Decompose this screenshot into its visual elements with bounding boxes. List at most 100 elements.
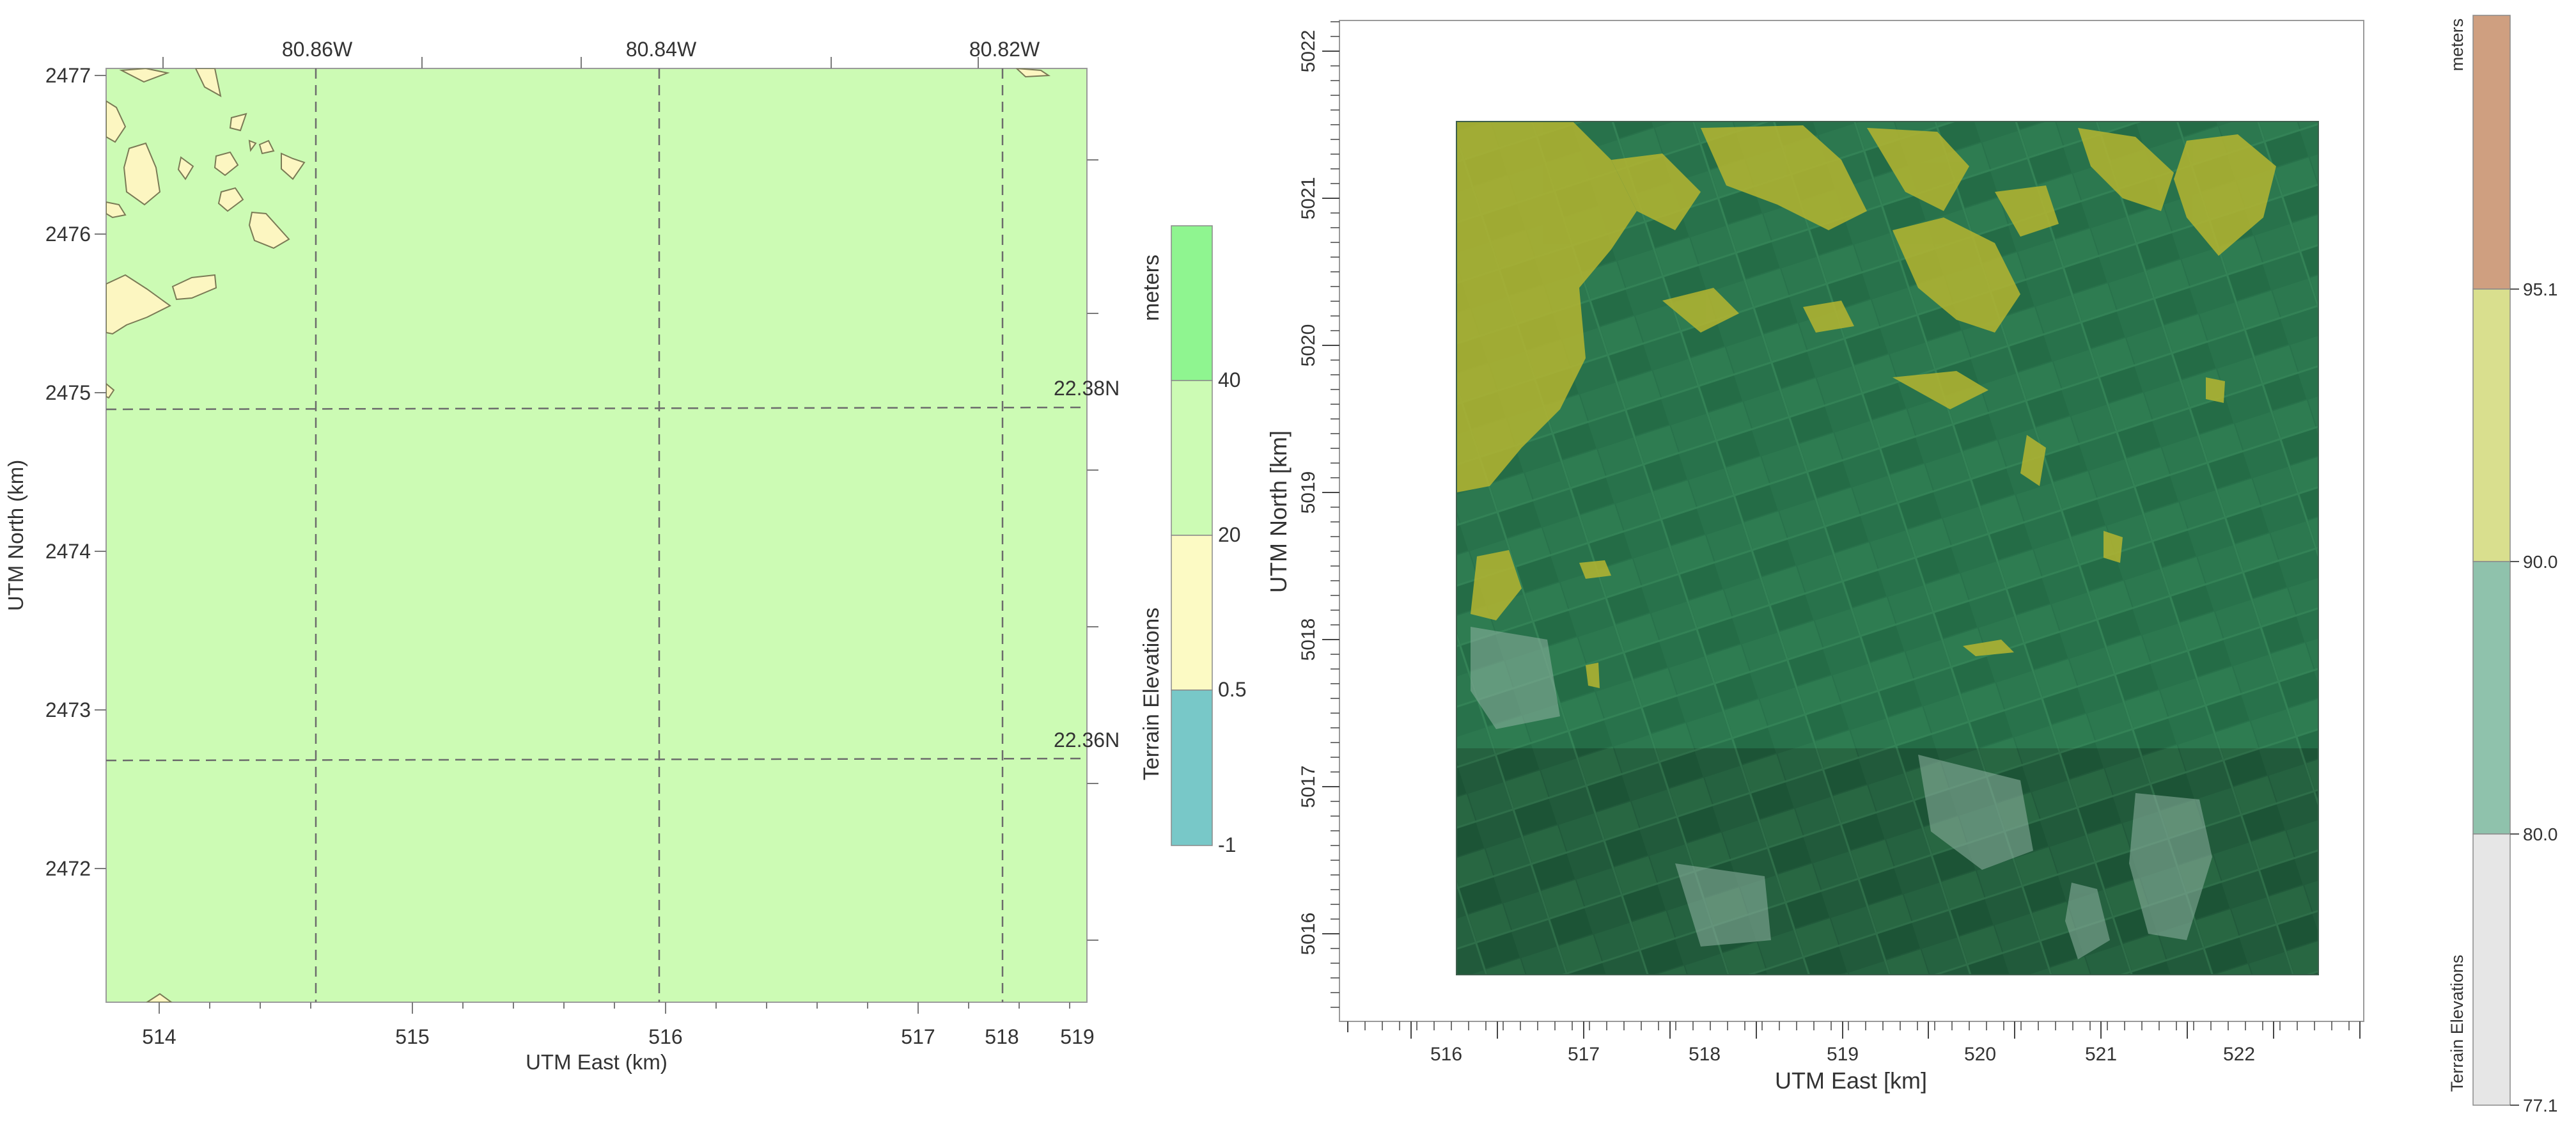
left-legend: 40 20 0.5 -1 meters Terrain Elevations xyxy=(1139,225,1246,856)
terrain-patch xyxy=(123,142,161,206)
terrain-patch xyxy=(146,993,173,1002)
y-tick-label: 5019 xyxy=(1298,471,1319,514)
terrain-patch xyxy=(248,139,257,152)
terrain-patch xyxy=(229,113,247,132)
x-tick-label: 520 xyxy=(1964,1044,1996,1065)
overlay-border xyxy=(1456,121,2319,975)
x-tick-label: 518 xyxy=(985,1025,1019,1048)
left-low-elevation-patches xyxy=(106,68,1051,1002)
terrain-patch xyxy=(119,68,170,83)
y-tick-label: 5022 xyxy=(1298,30,1319,73)
right-minor-ticks xyxy=(1331,21,2350,1030)
legend-band-20 xyxy=(1171,535,1213,691)
right-x-tick-labels: 516 517 518 519 520 521 522 xyxy=(1430,1044,2255,1065)
elevation-zone xyxy=(2206,377,2225,403)
terrain-patch xyxy=(106,100,127,143)
legend-tick-label: 0.5 xyxy=(1218,678,1246,701)
aerial-overlay xyxy=(1456,122,2318,975)
left-x-axis-label: UTM East (km) xyxy=(526,1050,667,1074)
y-tick-label: 2477 xyxy=(45,64,91,87)
y-tick-label: 2473 xyxy=(45,698,91,721)
x-tick-label: 518 xyxy=(1689,1044,1721,1065)
elevation-zone xyxy=(1662,288,1739,333)
legend-unit: meters xyxy=(2447,19,2467,72)
built-up-area xyxy=(1471,627,1560,729)
terrain-patch xyxy=(106,382,115,399)
longitude-label: 80.86W xyxy=(282,38,353,61)
legend-title: Terrain Elevations xyxy=(1139,608,1164,780)
terrain-patch xyxy=(217,187,244,212)
legend-tick-label: 40 xyxy=(1218,368,1241,391)
terrain-patch xyxy=(1015,68,1051,78)
terrain-patch xyxy=(248,211,290,249)
elevation-zone xyxy=(2174,134,2276,256)
legend-band-40 xyxy=(1171,380,1213,536)
elevation-zone xyxy=(2104,531,2123,563)
right-x-axis-label: UTM East [km] xyxy=(1775,1067,1927,1094)
elevation-zone xyxy=(2078,128,2174,211)
x-tick-label: 514 xyxy=(142,1025,176,1048)
legend-tick-label: 77.1 xyxy=(2523,1096,2558,1115)
x-tick-label: 519 xyxy=(1060,1025,1094,1048)
legend-band-low xyxy=(2472,833,2511,1106)
elevation-zone xyxy=(1611,153,1701,230)
y-tick-label: 5017 xyxy=(1298,766,1319,808)
elevation-zone xyxy=(1893,371,1988,409)
legend-band-95 xyxy=(2472,288,2511,562)
terrain-patch xyxy=(177,156,194,180)
left-map-area xyxy=(105,68,1088,1003)
right-y-axis-label: UTM North [km] xyxy=(1265,430,1292,593)
elevation-zone xyxy=(1995,185,2059,237)
left-terrain-map: 514 515 516 517 518 519 UTM East (km) 24… xyxy=(4,38,1246,1074)
legend-tick-label: 95.1 xyxy=(2523,279,2558,299)
elevation-zone xyxy=(1867,128,1969,211)
elevation-zone xyxy=(1579,560,1611,579)
parallel-line xyxy=(105,757,1088,762)
x-tick-label: 517 xyxy=(901,1025,935,1048)
left-axis-ticks xyxy=(95,57,1098,1014)
left-y-tick-labels: 2477 2476 2475 2474 2473 2472 xyxy=(45,64,91,880)
y-tick-label: 2476 xyxy=(45,223,91,246)
legend-unit: meters xyxy=(1139,255,1164,321)
legend-band-top xyxy=(2472,15,2511,290)
legend-band-top xyxy=(1171,225,1213,381)
terrain-patch xyxy=(171,274,217,301)
left-graticule xyxy=(105,68,1088,1002)
elevation-zone xyxy=(1471,550,1522,620)
elevation-zone xyxy=(1963,640,2014,656)
terrain-patch xyxy=(281,152,306,180)
terrain-patch xyxy=(106,274,171,335)
x-tick-label: 522 xyxy=(2223,1044,2255,1065)
x-tick-label: 515 xyxy=(395,1025,429,1048)
legend-title: Terrain Elevations xyxy=(2447,955,2467,1092)
longitude-labels: 80.86W 80.84W 80.82W xyxy=(282,38,1040,61)
right-y-tick-labels: 5022 5021 5020 5019 5018 5017 5016 xyxy=(1298,30,1319,956)
left-y-axis-label: UTM North (km) xyxy=(4,460,27,611)
y-tick-label: 2472 xyxy=(45,857,91,880)
built-up-area xyxy=(2129,793,2212,940)
legend-tick-label: 20 xyxy=(1218,523,1241,546)
right-legend: 95.1 90.0 80.0 77.1 meters Terrain Eleva… xyxy=(2447,15,2558,1115)
longitude-label: 80.84W xyxy=(626,38,697,61)
parallel-line xyxy=(105,406,1088,411)
elevation-zone xyxy=(2020,435,2046,486)
elevation-zone xyxy=(1893,217,2020,333)
elevation-zone xyxy=(1456,122,1637,492)
built-up-areas xyxy=(1471,627,2212,959)
built-up-area xyxy=(1918,755,2033,870)
y-tick-label: 5016 xyxy=(1298,913,1319,956)
terrain-patch xyxy=(194,68,222,97)
latitude-label: 22.38N xyxy=(1054,377,1120,400)
y-tick-label: 5018 xyxy=(1298,618,1319,661)
y-tick-label: 2475 xyxy=(45,381,91,404)
terrain-patch xyxy=(106,201,127,219)
latitude-labels: 22.38N 22.36N xyxy=(1054,377,1120,751)
elevation-zone xyxy=(1701,125,1867,230)
right-terrain-map: 516 517 518 519 520 521 522 UTM East [km… xyxy=(1265,15,2558,1115)
x-tick-label: 519 xyxy=(1827,1044,1859,1065)
high-elevation-zones xyxy=(1456,122,2276,688)
x-tick-label: 521 xyxy=(2085,1044,2117,1065)
built-up-area xyxy=(2065,883,2110,959)
x-tick-label: 516 xyxy=(648,1025,682,1048)
